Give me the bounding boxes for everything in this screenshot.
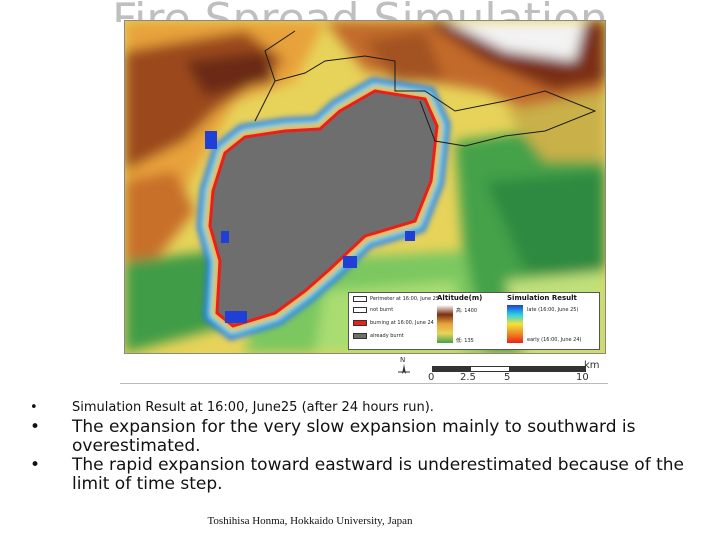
bullet-text: Simulation Result at 16:00, June25 (afte… <box>72 400 434 415</box>
bullet-item: • Simulation Result at 16:00, June25 (af… <box>30 398 700 418</box>
result-early: early (16:00, June 24) <box>527 337 582 343</box>
result-header: Simulation Result <box>507 294 577 302</box>
scale-tick-5: 5 <box>504 372 511 383</box>
map-legend: Perimeter at 16:00, June 25 not burnt bu… <box>348 292 600 350</box>
legend-already-burnt: already burnt <box>353 332 404 340</box>
scale-tick-0: 0 <box>428 372 435 383</box>
north-label: N <box>400 356 406 364</box>
burnt-swatch <box>353 332 367 339</box>
scale-bar-graphic <box>432 366 586 372</box>
bullet-list: • Simulation Result at 16:00, June25 (af… <box>30 398 700 494</box>
north-arrow-icon <box>398 364 410 376</box>
result-ramp <box>507 305 523 343</box>
bullet-item: • The expansion for the very slow expans… <box>30 418 700 456</box>
legend-not-burnt-label: not burnt <box>370 307 394 313</box>
altitude-ramp <box>437 305 453 343</box>
scale-unit: km <box>584 360 600 371</box>
legend-already-burnt-label: already burnt <box>370 333 404 339</box>
bullet-symbol: • <box>30 417 41 437</box>
legend-burning: burning at 16:00, June 24 <box>353 319 434 327</box>
legend-perimeter-label: Perimeter at 16:00, June 25 <box>370 296 440 302</box>
altitude-high: 高: 1400 <box>456 308 477 314</box>
scale-tick-10: 10 <box>576 372 589 383</box>
author-credit: Toshihisa Honma, Hokkaido University, Ja… <box>207 515 413 527</box>
bullet-symbol: • <box>30 400 38 415</box>
result-late: late (16:00, June 25) <box>527 307 579 313</box>
bullet-text: The rapid expansion toward eastward is u… <box>72 455 684 494</box>
scale-bar: N 0 2.5 5 10 km <box>396 356 600 384</box>
legend-perimeter: Perimeter at 16:00, June 25 <box>353 295 439 303</box>
legend-not-burnt: not burnt <box>353 306 393 314</box>
perimeter-swatch <box>353 295 367 302</box>
divider <box>120 383 608 384</box>
bullet-text: The expansion for the very slow expansio… <box>72 417 636 456</box>
altitude-low: 低: 135 <box>456 338 474 344</box>
bullet-symbol: • <box>30 455 41 475</box>
bullet-item: • The rapid expansion toward eastward is… <box>30 456 700 494</box>
legend-burning-label: burning at 16:00, June 24 <box>370 320 434 326</box>
burning-swatch <box>353 319 367 326</box>
scale-tick-2-5: 2.5 <box>460 372 476 383</box>
altitude-header: Altitude(m) <box>437 294 483 302</box>
slide-title: Fire Spread Simulation <box>0 0 720 22</box>
not-burnt-swatch <box>353 306 367 313</box>
